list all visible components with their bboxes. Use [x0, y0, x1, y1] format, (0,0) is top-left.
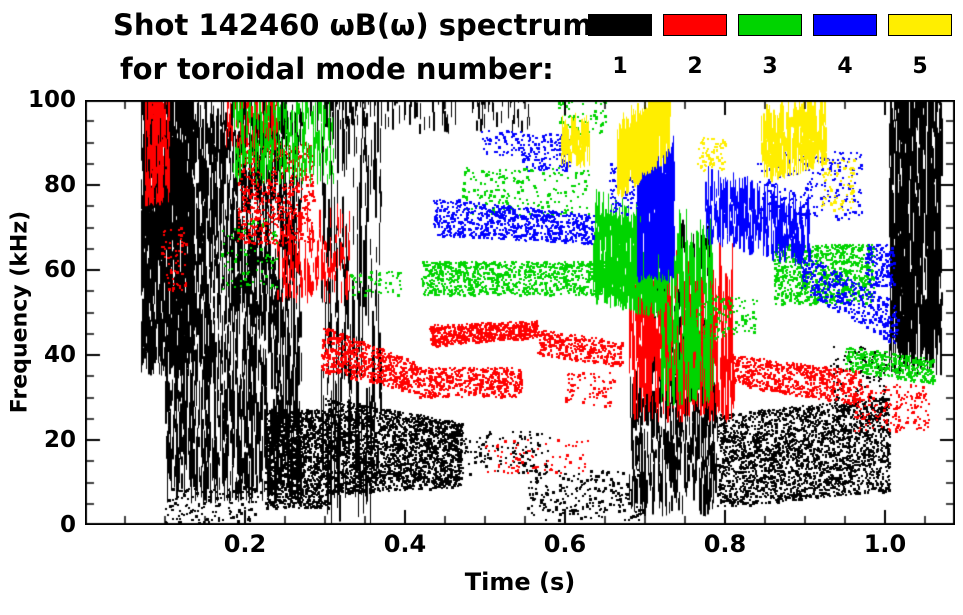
legend-label-4: 4 [837, 54, 853, 79]
x-tick-label: 0.4 [383, 530, 427, 558]
y-tick-label: 0 [59, 512, 76, 538]
legend-swatch-3 [738, 14, 802, 36]
legend-labels: 1 2 3 4 5 [588, 54, 952, 79]
spectrogram-canvas [85, 100, 955, 525]
legend-swatch-1 [588, 14, 652, 36]
y-axis-label: Frequency (kHz) [7, 210, 33, 414]
legend-swatch-5 [888, 14, 952, 36]
legend-label-3: 3 [762, 54, 778, 79]
legend-swatch-4 [813, 14, 877, 36]
y-tick-label: 80 [43, 172, 76, 198]
legend-label-5: 5 [912, 54, 928, 79]
x-tick-label: 1.0 [863, 530, 907, 558]
legend-swatches [588, 14, 952, 36]
legend-label-2: 2 [687, 54, 703, 79]
y-tick-label: 40 [43, 342, 76, 368]
legend-swatch-2 [663, 14, 727, 36]
x-tick-label: 0.6 [543, 530, 587, 558]
page-title: Shot 142460 ωB(ω) spectrum [113, 8, 593, 42]
y-tick-label: 20 [43, 427, 76, 453]
x-axis-label: Time (s) [464, 568, 576, 596]
y-tick-label: 100 [27, 87, 76, 113]
page-subtitle: for toroidal mode number: [120, 52, 554, 86]
y-tick-label: 60 [43, 257, 76, 283]
legend-label-1: 1 [612, 54, 628, 79]
x-tick-label: 0.2 [223, 530, 267, 558]
x-tick-label: 0.8 [703, 530, 747, 558]
